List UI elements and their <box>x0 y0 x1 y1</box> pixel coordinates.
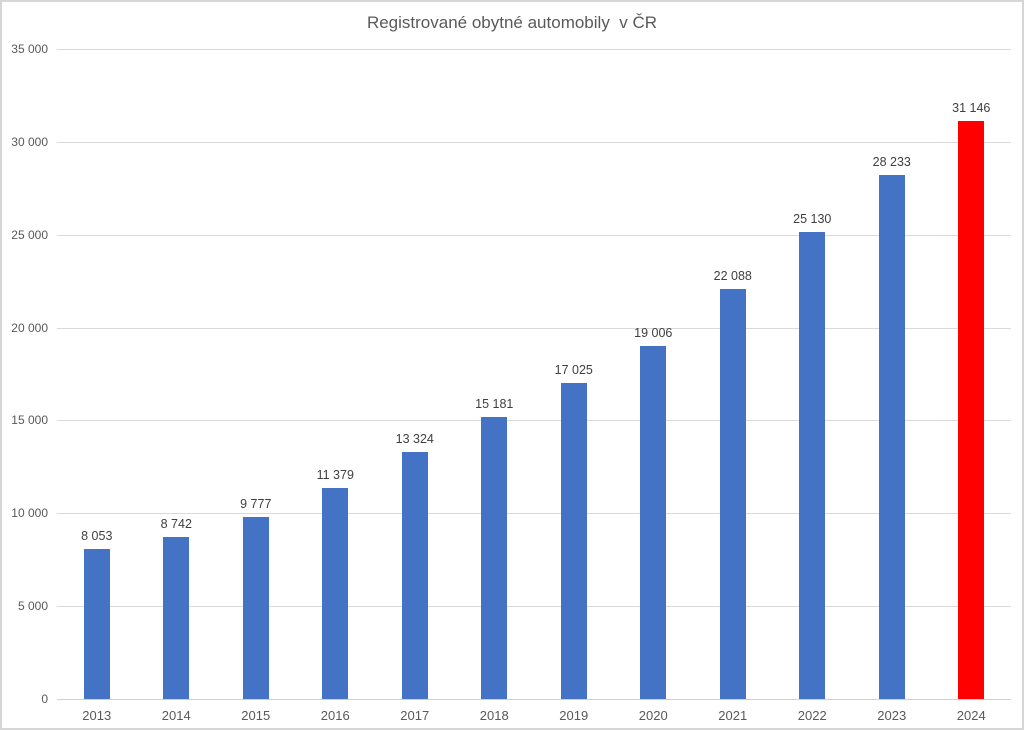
bar-value-label-2016: 11 379 <box>316 467 354 482</box>
bar-2014 <box>163 536 190 699</box>
bar-value-label-2017: 13 324 <box>395 431 434 446</box>
x-tick-label-2022: 2022 <box>797 708 827 723</box>
bar-2021 <box>719 288 746 699</box>
bar-2015 <box>242 517 269 699</box>
bar-2018 <box>481 417 508 699</box>
bar-value-label-2013: 8 053 <box>81 529 113 544</box>
bar-2019 <box>560 382 587 699</box>
bar-value-label-2014: 8 742 <box>160 516 192 531</box>
y-tick-label: 0 <box>41 692 48 706</box>
y-tick-label: 10 000 <box>11 506 48 521</box>
y-tick-label: 25 000 <box>11 227 48 242</box>
bar-2013 <box>83 549 110 699</box>
y-tick-label: 5 000 <box>17 599 48 614</box>
gridline <box>57 513 1011 515</box>
x-tick-label-2016: 2016 <box>320 708 350 723</box>
gridline <box>57 49 1011 50</box>
x-tick-label-2017: 2017 <box>400 708 430 723</box>
bar-value-label-2023: 28 233 <box>872 154 911 169</box>
gridline <box>57 420 1011 422</box>
y-tick-label: 35 000 <box>11 42 48 56</box>
bar-2022 <box>799 232 826 699</box>
bar-value-label-2021: 22 088 <box>713 268 752 283</box>
x-tick-label-2018: 2018 <box>479 708 509 723</box>
bar-2024 <box>958 120 985 699</box>
y-tick-label: 15 000 <box>11 413 48 428</box>
bar-value-label-2022: 25 130 <box>793 212 832 227</box>
x-axis-line <box>57 699 1011 700</box>
x-tick-label-2021: 2021 <box>718 708 748 723</box>
bar-2020 <box>640 346 667 699</box>
bar-value-label-2015: 9 777 <box>240 497 272 512</box>
y-tick-label: 30 000 <box>11 134 48 149</box>
x-tick-label-2024: 2024 <box>956 708 986 723</box>
x-tick-label-2023: 2023 <box>877 708 907 723</box>
x-tick-label-2013: 2013 <box>82 708 112 723</box>
gridline <box>57 234 1011 236</box>
bar-2023 <box>878 174 905 699</box>
x-tick-label-2020: 2020 <box>638 708 668 723</box>
x-tick-label-2019: 2019 <box>559 708 589 723</box>
chart-title: Registrované obytné automobily v ČR <box>366 13 658 32</box>
gridline <box>57 606 1011 608</box>
bar-value-label-2019: 17 025 <box>554 362 593 377</box>
bar-value-label-2024: 31 146 <box>952 100 991 115</box>
x-tick-label-2014: 2014 <box>161 708 191 723</box>
bar-2016 <box>322 487 349 699</box>
bar-value-label-2018: 15 181 <box>475 397 514 412</box>
gridline <box>57 327 1011 329</box>
bar-2017 <box>401 451 428 699</box>
y-tick-label: 20 000 <box>11 320 48 335</box>
x-tick-label-2015: 2015 <box>241 708 271 723</box>
gridline <box>57 141 1011 143</box>
bar-value-label-2020: 19 006 <box>634 326 673 341</box>
